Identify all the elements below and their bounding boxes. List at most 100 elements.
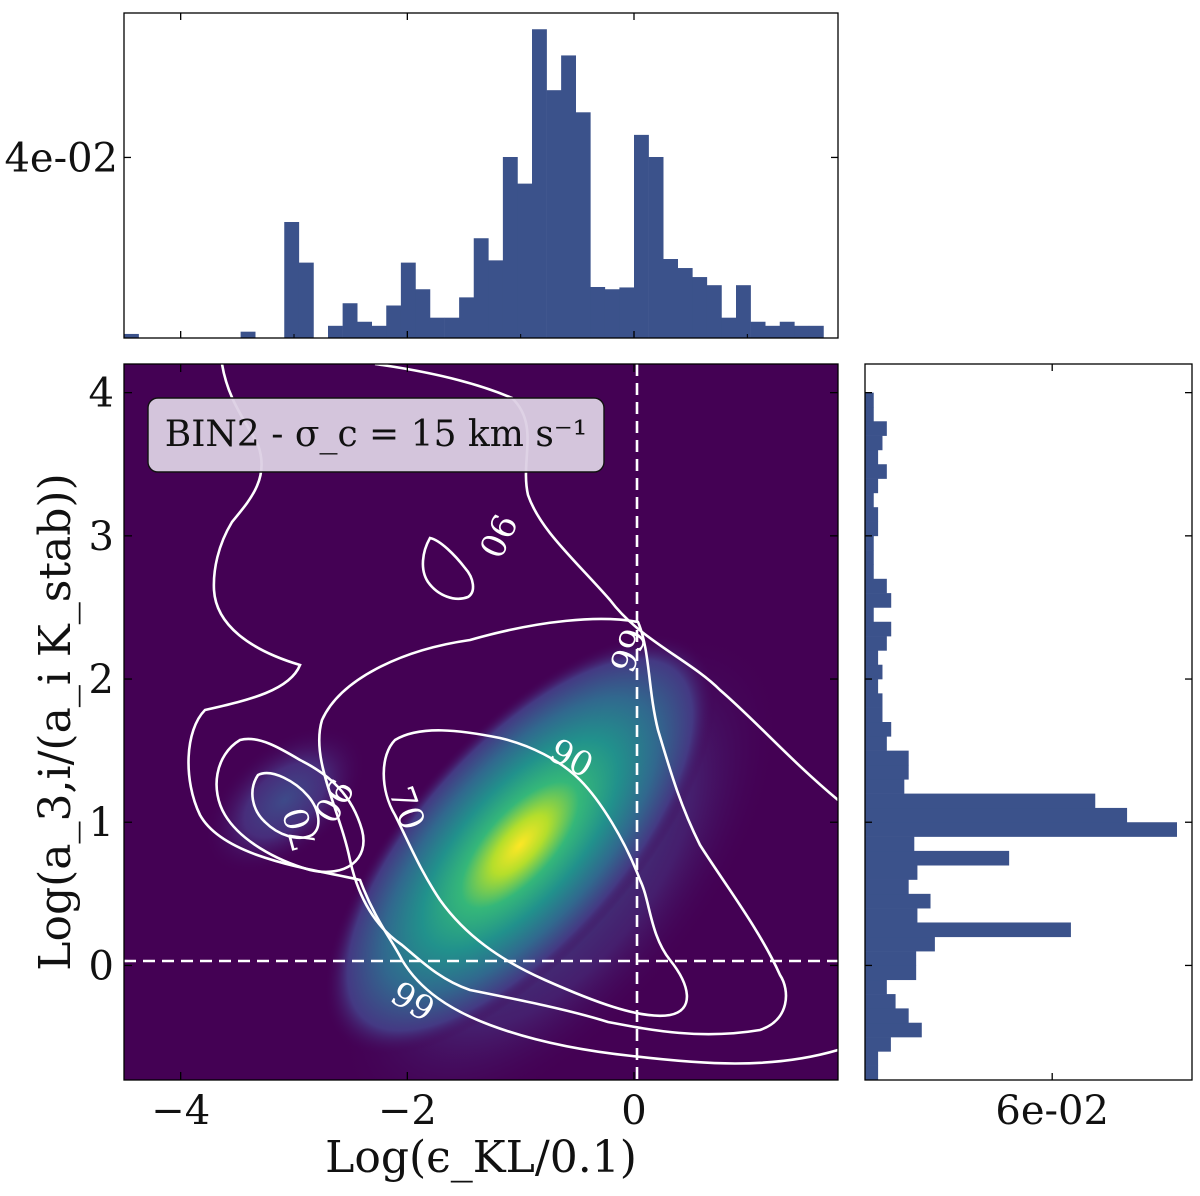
right-histogram-bar xyxy=(865,478,879,494)
density-ticks xyxy=(124,364,838,1080)
top-histogram-bar xyxy=(298,262,314,338)
right-histogram-bar xyxy=(865,807,1128,823)
top-histogram-bar xyxy=(444,317,460,338)
top-histogram-bar xyxy=(517,183,533,338)
density-tick-labels: −4 −2 0 0 1 2 3 4 xyxy=(89,371,647,1134)
top-histogram-bar xyxy=(371,325,387,338)
top-histogram-bar xyxy=(488,260,504,338)
right-histogram-bar xyxy=(865,535,874,551)
density-xtick-label: −2 xyxy=(378,1088,437,1134)
annotation-background xyxy=(147,397,605,473)
right-histogram-bar xyxy=(865,550,874,565)
top-histogram-bar xyxy=(663,259,679,338)
contour-90-outer xyxy=(317,617,788,1036)
right-histogram-bars xyxy=(865,392,1177,1081)
top-histogram-ticks xyxy=(124,13,838,338)
top-histogram-bar xyxy=(328,325,343,338)
contour-70-main xyxy=(382,729,689,1018)
top-histogram-bar xyxy=(692,277,708,338)
top-histogram-bar xyxy=(532,29,547,338)
y-axis-title: Log(a_3,i/(a_i K_stab)) xyxy=(30,473,81,970)
right-histogram-bar xyxy=(865,507,879,522)
x-axis-title: Log(ϵ_KL/0.1) xyxy=(325,1132,637,1183)
right-histogram-bar xyxy=(865,1037,891,1052)
right-histogram-bar xyxy=(865,865,918,880)
right-histogram-ticks xyxy=(865,364,1192,1080)
right-histogram-bar xyxy=(865,449,879,465)
right-histogram-bar xyxy=(865,406,874,422)
density-ytick-label: 3 xyxy=(89,514,114,560)
right-histogram-bar xyxy=(865,435,883,451)
top-histogram-bar xyxy=(765,325,781,338)
right-histogram-bar xyxy=(865,693,883,708)
top-histogram-bar xyxy=(677,268,693,338)
annotation-box: BIN2 - σ_c = 15 km s⁻¹ xyxy=(147,397,605,473)
top-histogram-bar xyxy=(619,287,635,338)
right-histogram-bar xyxy=(865,836,915,852)
contour-lines xyxy=(187,364,838,1065)
right-histogram-bar xyxy=(865,593,892,608)
top-histogram-bar xyxy=(502,156,518,338)
top-histogram-bars xyxy=(124,29,824,339)
right-histogram-bar xyxy=(865,421,887,436)
density-xtick-label: −4 xyxy=(151,1088,210,1134)
top-histogram-bar xyxy=(284,221,300,338)
right-histogram-bar xyxy=(865,965,917,981)
density-ytick-label: 1 xyxy=(89,800,114,846)
top-histogram-ytick-label: 4e-02 xyxy=(4,135,118,181)
right-histogram-bar xyxy=(865,951,917,966)
right-histogram-bar xyxy=(865,850,1010,866)
top-histogram-bar xyxy=(124,333,139,338)
top-histogram-bar xyxy=(808,325,824,338)
right-histogram-bar xyxy=(865,621,892,637)
top-histogram-bar xyxy=(430,317,445,338)
right-histogram-bar xyxy=(865,464,887,479)
right-histogram-bar xyxy=(865,879,909,895)
top-histogram-bar xyxy=(604,289,620,338)
contour-90-left xyxy=(215,737,365,874)
top-histogram-bar xyxy=(634,134,649,338)
top-histogram-bar xyxy=(736,285,751,338)
right-histogram-bar xyxy=(865,664,883,680)
right-histogram-bar xyxy=(865,936,935,952)
right-histogram-bar xyxy=(865,707,883,723)
top-histogram-bar xyxy=(648,156,664,338)
right-histogram-bar xyxy=(865,908,918,923)
density-ytick-label: 2 xyxy=(89,657,114,703)
top-histogram-bar xyxy=(473,238,489,338)
top-histogram-bar xyxy=(386,305,402,338)
right-histogram-bar xyxy=(865,679,879,694)
contour-90-small-upper xyxy=(421,536,475,601)
top-histogram-bar xyxy=(240,331,256,338)
top-histogram-bar xyxy=(575,112,591,338)
right-histogram-bar xyxy=(865,1008,909,1024)
right-histogram-bar xyxy=(865,979,887,995)
contour-70-left xyxy=(251,772,320,840)
right-histogram-bar xyxy=(865,722,892,737)
annotation-text: BIN2 - σ_c = 15 km s⁻¹ xyxy=(165,414,587,455)
right-histogram-bar xyxy=(865,492,874,508)
density-ytick-label: 0 xyxy=(89,943,114,989)
contour-99-upper xyxy=(374,364,838,801)
right-histogram-bar xyxy=(865,822,1177,837)
right-histogram-bar xyxy=(865,636,887,651)
density-ytick-label: 4 xyxy=(89,371,114,417)
right-histogram-bar xyxy=(865,779,905,794)
top-histogram-bar xyxy=(590,286,606,338)
top-histogram-bar xyxy=(342,303,358,338)
right-histogram-bar xyxy=(865,922,1071,938)
top-histogram-bar xyxy=(750,321,766,338)
density-panel-frame xyxy=(123,363,839,1081)
top-histogram-bar xyxy=(546,90,562,338)
top-histogram-bar xyxy=(794,325,810,338)
density-main-blob xyxy=(324,634,716,1056)
right-histogram-bar xyxy=(865,564,874,580)
right-histogram-bar xyxy=(865,764,909,780)
right-histogram-frame xyxy=(864,363,1193,1081)
right-histogram-bar xyxy=(865,392,874,408)
right-histogram-bar xyxy=(865,994,896,1009)
top-histogram: 4e-02 xyxy=(4,12,839,339)
top-histogram-bar xyxy=(561,55,577,339)
